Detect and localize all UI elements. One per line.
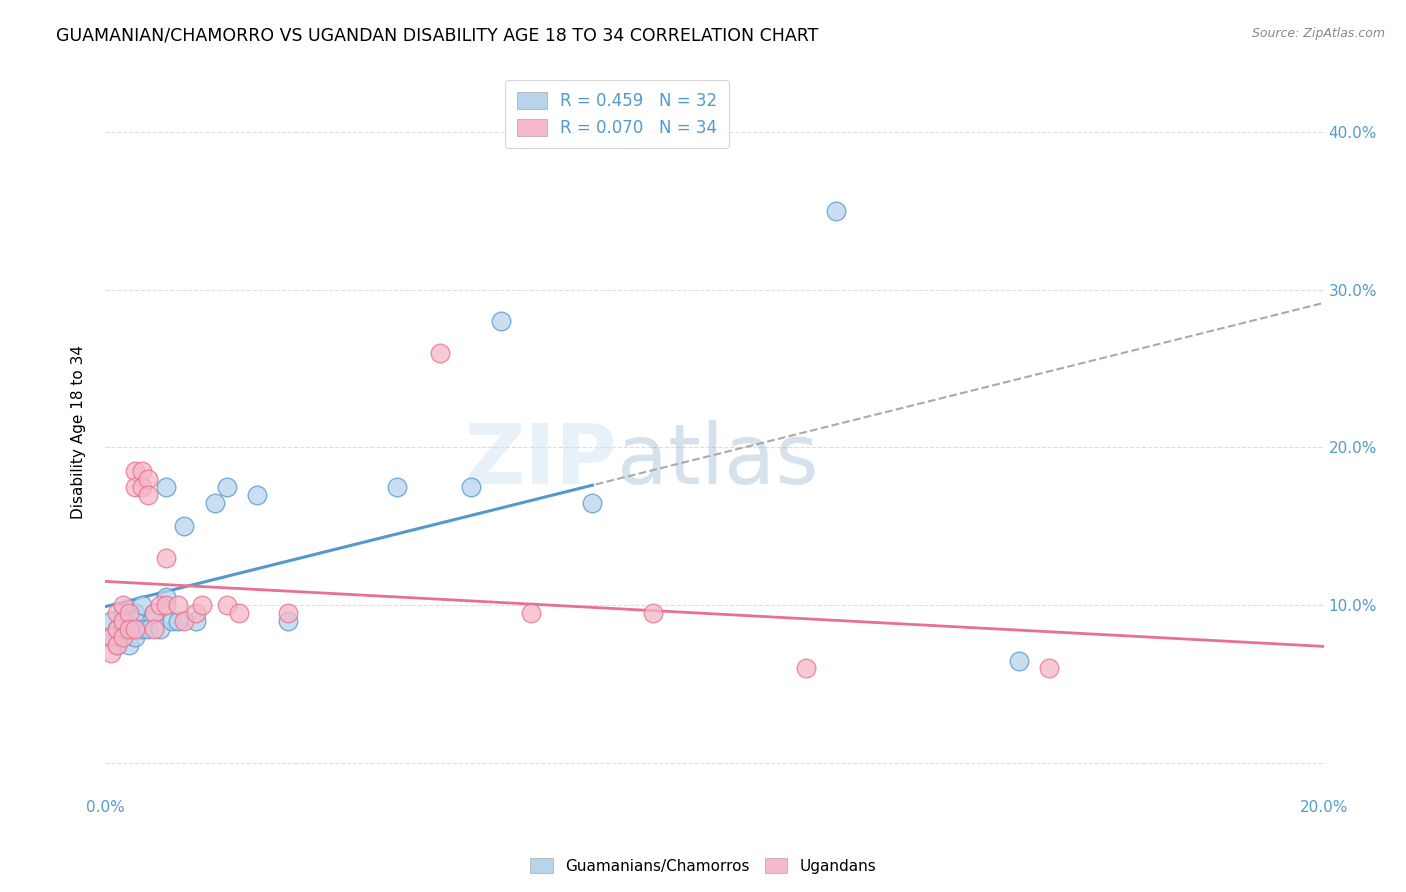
- Point: [149, 599, 172, 613]
- Point: [136, 488, 159, 502]
- Point: [118, 622, 141, 636]
- Point: [277, 606, 299, 620]
- Point: [825, 203, 848, 218]
- Point: [118, 614, 141, 628]
- Y-axis label: Disability Age 18 to 34: Disability Age 18 to 34: [72, 344, 86, 518]
- Point: [131, 480, 153, 494]
- Point: [643, 606, 665, 620]
- Point: [124, 622, 146, 636]
- Point: [160, 614, 183, 628]
- Point: [105, 638, 128, 652]
- Point: [105, 622, 128, 636]
- Text: GUAMANIAN/CHAMORRO VS UGANDAN DISABILITY AGE 18 TO 34 CORRELATION CHART: GUAMANIAN/CHAMORRO VS UGANDAN DISABILITY…: [56, 27, 818, 45]
- Point: [1008, 653, 1031, 667]
- Point: [100, 630, 122, 644]
- Point: [186, 606, 208, 620]
- Point: [124, 630, 146, 644]
- Point: [173, 519, 195, 533]
- Point: [100, 646, 122, 660]
- Point: [520, 606, 543, 620]
- Point: [429, 345, 451, 359]
- Point: [124, 480, 146, 494]
- Point: [112, 614, 135, 628]
- Point: [215, 599, 238, 613]
- Point: [112, 622, 135, 636]
- Point: [112, 599, 135, 613]
- Point: [167, 614, 190, 628]
- Point: [204, 496, 226, 510]
- Text: ZIP: ZIP: [464, 420, 617, 501]
- Point: [794, 661, 817, 675]
- Point: [142, 622, 165, 636]
- Point: [149, 622, 172, 636]
- Point: [460, 480, 482, 494]
- Point: [155, 599, 177, 613]
- Point: [167, 599, 190, 613]
- Point: [191, 599, 214, 613]
- Legend: Guamanians/Chamorros, Ugandans: Guamanians/Chamorros, Ugandans: [523, 852, 883, 880]
- Point: [105, 606, 128, 620]
- Point: [173, 614, 195, 628]
- Point: [118, 638, 141, 652]
- Point: [100, 630, 122, 644]
- Point: [1038, 661, 1060, 675]
- Point: [142, 606, 165, 620]
- Point: [131, 464, 153, 478]
- Text: atlas: atlas: [617, 420, 818, 501]
- Point: [186, 614, 208, 628]
- Point: [581, 496, 603, 510]
- Point: [124, 614, 146, 628]
- Text: Source: ZipAtlas.com: Source: ZipAtlas.com: [1251, 27, 1385, 40]
- Point: [131, 622, 153, 636]
- Point: [155, 550, 177, 565]
- Point: [112, 606, 135, 620]
- Legend: R = 0.459   N = 32, R = 0.070   N = 34: R = 0.459 N = 32, R = 0.070 N = 34: [505, 80, 728, 148]
- Point: [155, 480, 177, 494]
- Point: [105, 638, 128, 652]
- Point: [124, 464, 146, 478]
- Point: [489, 314, 512, 328]
- Point: [387, 480, 409, 494]
- Point: [155, 591, 177, 605]
- Point: [105, 622, 128, 636]
- Point: [215, 480, 238, 494]
- Point: [246, 488, 269, 502]
- Point: [131, 599, 153, 613]
- Point: [100, 614, 122, 628]
- Point: [124, 606, 146, 620]
- Point: [112, 630, 135, 644]
- Point: [277, 614, 299, 628]
- Point: [136, 472, 159, 486]
- Point: [142, 606, 165, 620]
- Point: [136, 622, 159, 636]
- Point: [228, 606, 250, 620]
- Point: [118, 606, 141, 620]
